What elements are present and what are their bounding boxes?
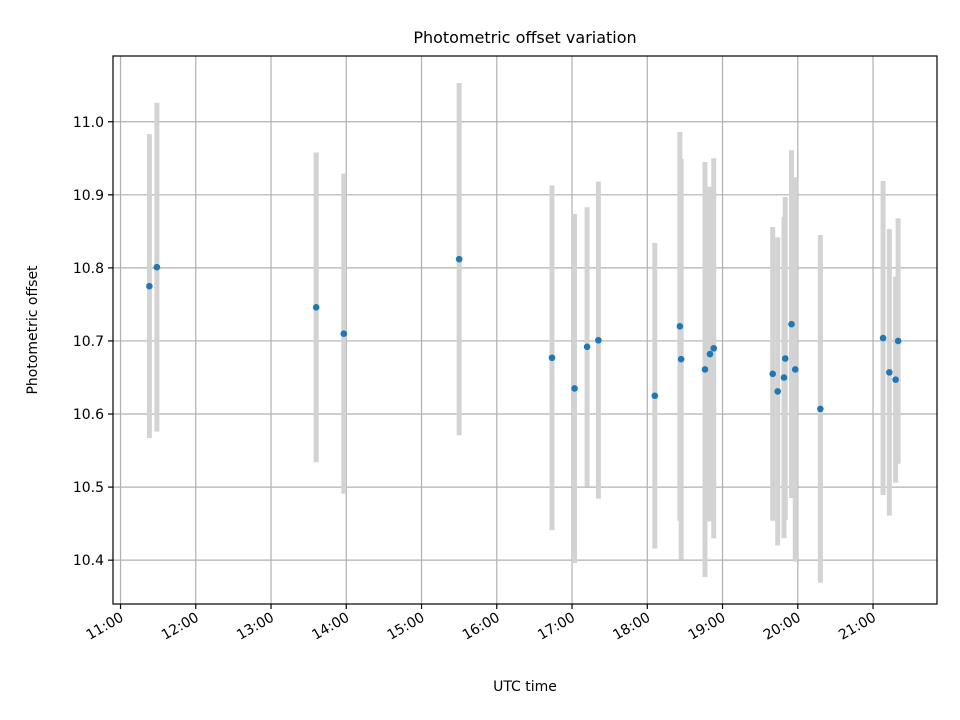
data-point xyxy=(455,255,463,263)
data-point xyxy=(788,320,795,328)
grid-layer xyxy=(113,56,937,604)
data-point xyxy=(153,263,161,271)
data-point xyxy=(651,392,659,400)
y-axis-ticks: 10.4 10.5 10.6 10.7 10.8 10.9 11.0 xyxy=(73,115,113,569)
data-point xyxy=(146,282,153,290)
data-point xyxy=(571,385,578,392)
data-point xyxy=(710,344,718,352)
data-point xyxy=(817,405,824,413)
data-point xyxy=(781,355,789,362)
y-tick-label: 10.5 xyxy=(73,480,104,496)
y-tick-label: 10.4 xyxy=(73,553,104,569)
data-point xyxy=(340,330,348,337)
y-tick-label: 11.0 xyxy=(73,115,104,131)
data-point xyxy=(886,369,893,376)
data-point xyxy=(791,366,799,373)
data-point xyxy=(879,334,887,342)
data-point xyxy=(769,370,777,378)
y-axis-label: Photometric offset xyxy=(25,265,41,395)
data-point xyxy=(701,366,709,373)
y-tick-label: 10.9 xyxy=(73,188,104,204)
data-point xyxy=(312,304,320,311)
plot-frame xyxy=(112,55,938,605)
point-layer xyxy=(146,255,902,413)
data-point xyxy=(894,337,902,345)
data-point xyxy=(548,354,556,362)
data-point xyxy=(774,388,782,395)
data-point xyxy=(780,374,788,381)
data-point xyxy=(595,336,602,344)
data-point xyxy=(583,343,591,351)
data-point xyxy=(892,376,899,383)
y-tick-label: 10.7 xyxy=(73,334,104,350)
data-point xyxy=(706,350,714,358)
chart-title: Photometric offset variation xyxy=(413,28,636,47)
data-point xyxy=(676,323,684,330)
y-tick-label: 10.8 xyxy=(73,261,104,277)
data-point xyxy=(677,355,685,363)
x-axis-label: UTC time xyxy=(493,679,557,695)
y-tick-label: 10.6 xyxy=(73,407,104,423)
